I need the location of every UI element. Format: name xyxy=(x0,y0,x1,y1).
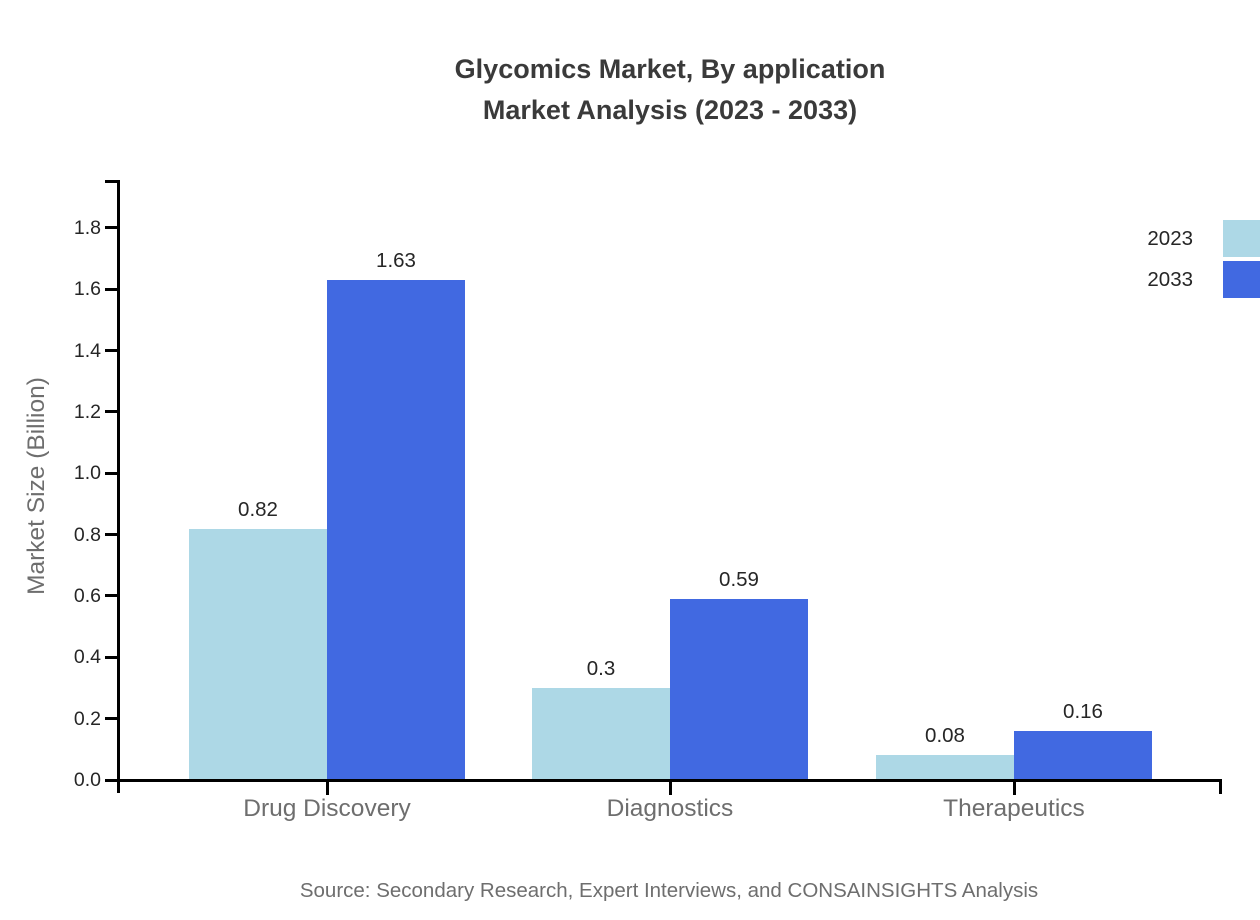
y-axis-top-cap xyxy=(105,180,120,183)
y-tick-label: 1.4 xyxy=(73,339,101,362)
bar-2033-drug-discovery xyxy=(327,280,465,780)
bar-2023-drug-discovery xyxy=(189,528,327,780)
y-tick-mark xyxy=(105,594,118,598)
legend-row-2023: 2023 xyxy=(1147,220,1260,257)
bar-2033-diagnostics xyxy=(670,599,808,780)
bar-2023-diagnostics xyxy=(532,687,670,780)
bar-value-label: 0.82 xyxy=(238,497,278,521)
y-tick-label: 0.0 xyxy=(73,769,101,791)
y-tick-mark xyxy=(105,533,118,537)
y-tick-label: 0.4 xyxy=(73,646,101,669)
legend-label-2023: 2023 xyxy=(1147,226,1193,250)
bar-value-label: 0.3 xyxy=(586,656,616,680)
x-category-label-diagnostics: Diagnostics xyxy=(606,795,734,822)
chart-title-line-1: Glycomics Market, By application xyxy=(454,54,886,84)
x-category-label-therapeutics: Therapeutics xyxy=(943,795,1085,822)
y-tick-mark xyxy=(105,655,118,659)
bar-value-label: 0.08 xyxy=(925,724,965,748)
y-tick-mark xyxy=(105,349,118,353)
y-tick-mark xyxy=(105,471,118,475)
y-tick-label: 1.6 xyxy=(73,278,101,301)
bar-2033-therapeutics xyxy=(1014,730,1152,780)
x-category-label-drug-discovery: Drug Discovery xyxy=(243,795,411,822)
bar-2023-therapeutics xyxy=(876,755,1014,780)
y-tick-label: 1.0 xyxy=(73,462,101,485)
bar-value-label: 1.63 xyxy=(376,249,416,273)
legend-swatch-2023 xyxy=(1223,220,1260,257)
y-tick-label: 1.8 xyxy=(73,216,101,239)
legend: 2023 2033 xyxy=(1147,220,1260,302)
legend-label-2033: 2033 xyxy=(1147,267,1193,291)
x-tick-mark xyxy=(668,782,672,795)
y-axis-line xyxy=(117,180,120,793)
bar-value-label: 0.16 xyxy=(1063,699,1103,723)
bar-value-label: 0.59 xyxy=(719,568,759,592)
chart-title: Glycomics Market, By application Market … xyxy=(455,49,886,131)
x-axis-line xyxy=(109,779,1222,782)
x-axis-right-cap xyxy=(1219,779,1222,794)
y-tick-label: 0.6 xyxy=(73,584,101,607)
source-note: Source: Secondary Research, Expert Inter… xyxy=(299,879,1039,902)
chart-title-line-2: Market Analysis (2023 - 2033) xyxy=(482,95,858,125)
y-tick-label: 1.2 xyxy=(73,400,101,423)
x-tick-mark xyxy=(325,782,329,795)
x-tick-mark xyxy=(1012,782,1016,795)
y-tick-mark xyxy=(105,717,118,721)
y-tick-mark xyxy=(105,226,118,230)
legend-row-2033: 2033 xyxy=(1147,261,1260,298)
y-tick-label: 0.2 xyxy=(73,707,101,730)
y-tick-mark xyxy=(105,410,118,414)
legend-swatch-2033 xyxy=(1223,261,1260,298)
y-tick-mark xyxy=(105,287,118,291)
y-tick-label: 0.8 xyxy=(73,523,101,546)
